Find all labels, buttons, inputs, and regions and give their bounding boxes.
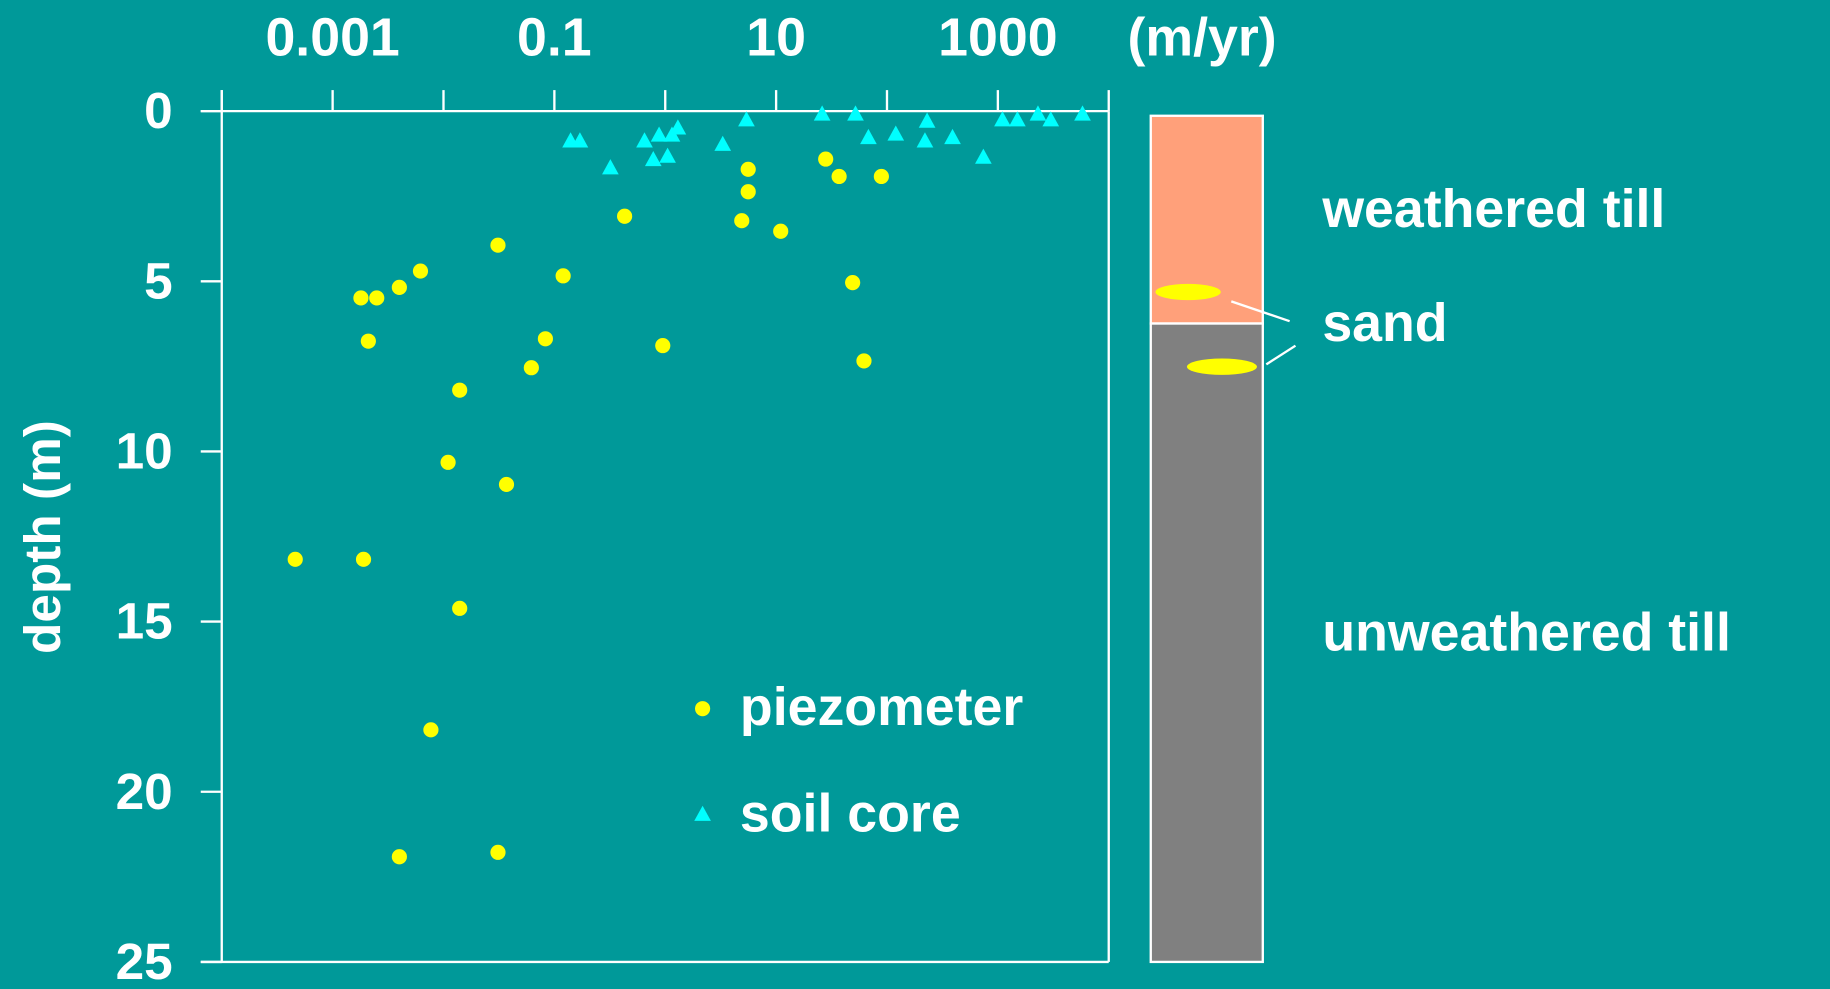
point [740, 184, 756, 200]
x-tick-label: 10 [746, 7, 806, 67]
point [856, 353, 872, 369]
point [669, 119, 687, 135]
point [391, 849, 407, 865]
layer-label: sand [1322, 293, 1447, 353]
y-axis-label: depth (m) [14, 420, 71, 654]
point [818, 151, 834, 167]
point [537, 331, 553, 347]
point [813, 105, 831, 121]
point [369, 290, 385, 306]
point [1042, 111, 1060, 127]
x-tick-label: 1000 [938, 7, 1057, 67]
point [655, 338, 671, 354]
x-unit-label: (m/yr) [1128, 7, 1277, 67]
legend-marker [694, 805, 711, 821]
y-tick-label: 20 [116, 763, 173, 820]
point [845, 275, 861, 291]
x-tick-label: 0.1 [517, 7, 592, 67]
x-tick-label: 0.001 [265, 7, 399, 67]
legend-label: piezometer [740, 677, 1023, 737]
point [423, 722, 439, 738]
point [916, 132, 934, 148]
point [944, 128, 961, 145]
point [571, 132, 589, 148]
leader-line [1230, 300, 1291, 323]
point [490, 844, 506, 860]
point [287, 551, 303, 567]
sand-lens [1186, 358, 1257, 375]
legend-label: soil core [740, 783, 961, 843]
y-tick-label: 15 [116, 593, 173, 650]
leader-line [1265, 344, 1297, 366]
point [1074, 105, 1091, 121]
y-tick-label: 5 [144, 252, 173, 309]
point [773, 223, 789, 239]
point [412, 263, 429, 279]
point [602, 159, 619, 175]
unweathered-layer [1149, 322, 1264, 964]
point [994, 111, 1011, 127]
point [555, 268, 571, 284]
point [714, 135, 732, 151]
point [740, 161, 756, 177]
point [1029, 105, 1047, 121]
point [1009, 111, 1026, 127]
point [644, 151, 662, 167]
y-tick-label: 10 [116, 422, 173, 479]
point [873, 168, 889, 185]
layer-label: unweathered till [1322, 602, 1731, 662]
point [831, 168, 847, 185]
point [734, 213, 750, 229]
point [353, 290, 369, 306]
point [452, 382, 468, 398]
y-tick-label: 25 [116, 933, 173, 989]
point [391, 279, 407, 295]
point [440, 454, 456, 470]
point [355, 551, 372, 567]
point [975, 148, 992, 164]
sand-lens [1155, 283, 1221, 301]
point [636, 132, 653, 148]
point [490, 237, 506, 253]
point [887, 125, 905, 141]
point [738, 111, 755, 127]
point [659, 147, 676, 163]
point [918, 112, 936, 128]
point [498, 476, 515, 493]
point [617, 208, 633, 224]
legend-marker [695, 701, 711, 717]
layer-label: weathered till [1321, 179, 1665, 239]
point [452, 600, 468, 616]
point [847, 105, 864, 121]
point [360, 333, 376, 349]
point [523, 360, 539, 376]
point [860, 128, 877, 145]
point [650, 126, 668, 142]
y-tick-label: 0 [144, 82, 173, 139]
